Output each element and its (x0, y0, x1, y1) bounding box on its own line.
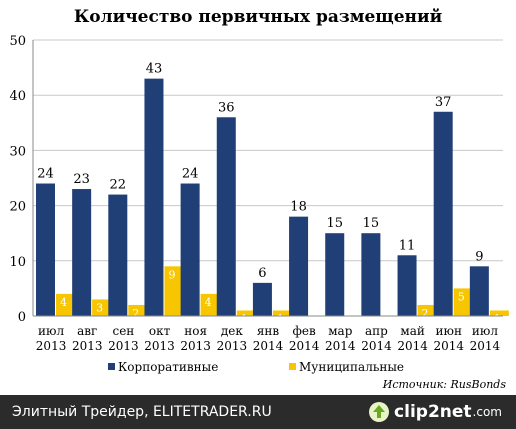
bar-municipal (453, 288, 473, 316)
data-label-corporate: 11 (399, 238, 416, 253)
data-label-corporate: 6 (258, 266, 266, 281)
x-tick-label-month: сен (112, 324, 134, 338)
x-tick-label-year: 2014 (289, 339, 320, 353)
footer-bar: Элитный Трейдер, ELITETRADER.RU clip2net… (0, 395, 516, 429)
bar-corporate (433, 111, 453, 316)
data-label-corporate: 18 (290, 200, 307, 215)
data-label-municipal: 9 (168, 268, 175, 281)
x-tick-label-month: июн (436, 324, 462, 338)
bar-corporate (180, 183, 200, 316)
x-tick-label-year: 2014 (397, 339, 428, 353)
chart-title: Количество первичных размещений (74, 7, 443, 27)
bar-municipal (417, 304, 437, 316)
x-tick-label-year: 2013 (144, 339, 175, 353)
x-tick-label-year: 2014 (433, 339, 464, 353)
bar-municipal (164, 266, 184, 316)
data-label-corporate: 23 (73, 172, 90, 187)
x-tick-label-month: янв (257, 324, 280, 338)
bar-municipal (56, 293, 75, 316)
bar-corporate (361, 233, 381, 316)
x-tick-label-month: апр (365, 324, 388, 338)
data-label-corporate: 24 (182, 167, 199, 182)
clip2net-logo-icon (369, 402, 390, 422)
source-note: Источник: RusBonds (382, 378, 507, 391)
legend-swatch-municipal (289, 363, 296, 370)
x-tick-label-month: ноя (184, 324, 207, 338)
legend-swatch-corporate (108, 363, 115, 370)
data-label-municipal: 4 (60, 296, 67, 309)
x-tick-label-year: 2014 (470, 339, 501, 353)
bar-corporate (325, 233, 345, 316)
logo-text: clip2net (394, 402, 472, 422)
data-label-corporate: 37 (435, 95, 452, 110)
legend-label-municipal: Муниципальные (299, 360, 404, 374)
data-label-municipal: 2 (132, 307, 139, 320)
x-tick-label-year: 2013 (217, 339, 248, 353)
data-label-corporate: 9 (475, 249, 483, 264)
data-label-corporate: 15 (363, 216, 380, 231)
data-label-corporate: 15 (326, 216, 343, 231)
x-tick-label-month: мар (328, 324, 352, 338)
data-label-corporate: 22 (110, 178, 127, 193)
y-tick-label: 50 (9, 34, 26, 49)
x-tick-label-year: 2014 (361, 339, 392, 353)
bar-chart: Количество первичных размещений 0 10 20 30 40… (9, 7, 509, 391)
data-label-municipal: 1 (494, 312, 501, 325)
x-tick-label-year: 2013 (108, 339, 139, 353)
x-tick-label-year: 2013 (72, 339, 103, 353)
y-tick-label: 40 (9, 89, 26, 104)
bar-municipal (236, 310, 256, 316)
data-label-municipal: 3 (96, 301, 103, 314)
data-label-corporate: 36 (218, 100, 235, 115)
x-tick-label-year: 2013 (180, 339, 211, 353)
bar-municipal (128, 304, 148, 316)
bar-corporate (216, 117, 236, 316)
x-tick-label-month: июл (38, 324, 64, 338)
x-tick-label-year: 2014 (325, 339, 356, 353)
data-label-corporate: 43 (146, 62, 163, 77)
bar-corporate (72, 189, 92, 316)
data-label-municipal: 1 (277, 312, 284, 325)
y-tick-label: 30 (9, 144, 26, 159)
legend-label-corporate: Корпоративные (118, 360, 218, 374)
data-label-municipal: 4 (205, 296, 212, 309)
x-tick-label-month: май (400, 324, 425, 338)
data-label-municipal: 5 (458, 290, 465, 303)
x-tick-label-year: 2013 (36, 339, 67, 353)
data-label-corporate: 24 (37, 167, 54, 182)
footer-caption: Элитный Трейдер, ELITETRADER.RU (12, 404, 272, 420)
y-tick-label: 0 (18, 310, 26, 325)
bar-corporate (252, 282, 272, 316)
x-tick-label-month: авг (77, 324, 97, 338)
x-tick-label-month: фев (293, 324, 316, 338)
bar-municipal (272, 310, 292, 316)
bar-corporate (469, 266, 489, 316)
bar-corporate (36, 183, 55, 316)
chart-area: Количество первичных размещений 0 10 20 30 40… (9, 7, 509, 391)
y-tick-label: 20 (9, 200, 26, 215)
bar-municipal (92, 299, 112, 316)
logo-suffix: .com (472, 405, 502, 419)
bar-corporate (397, 255, 417, 316)
x-tick-label-month: дек (221, 324, 243, 338)
bar-corporate (289, 216, 309, 316)
bar-municipal (489, 310, 509, 316)
x-tick-label-year: 2014 (253, 339, 284, 353)
bar-municipal (200, 293, 220, 316)
x-tick-label-month: июл (472, 324, 498, 338)
bar-corporate (108, 194, 128, 316)
x-tick-label-month: окт (149, 324, 171, 338)
data-label-municipal: 2 (422, 307, 429, 320)
data-label-municipal: 1 (241, 312, 248, 325)
clip2net-logo[interactable]: clip2net .com (368, 400, 502, 424)
y-tick-label: 10 (9, 255, 26, 270)
bar-corporate (144, 78, 164, 316)
